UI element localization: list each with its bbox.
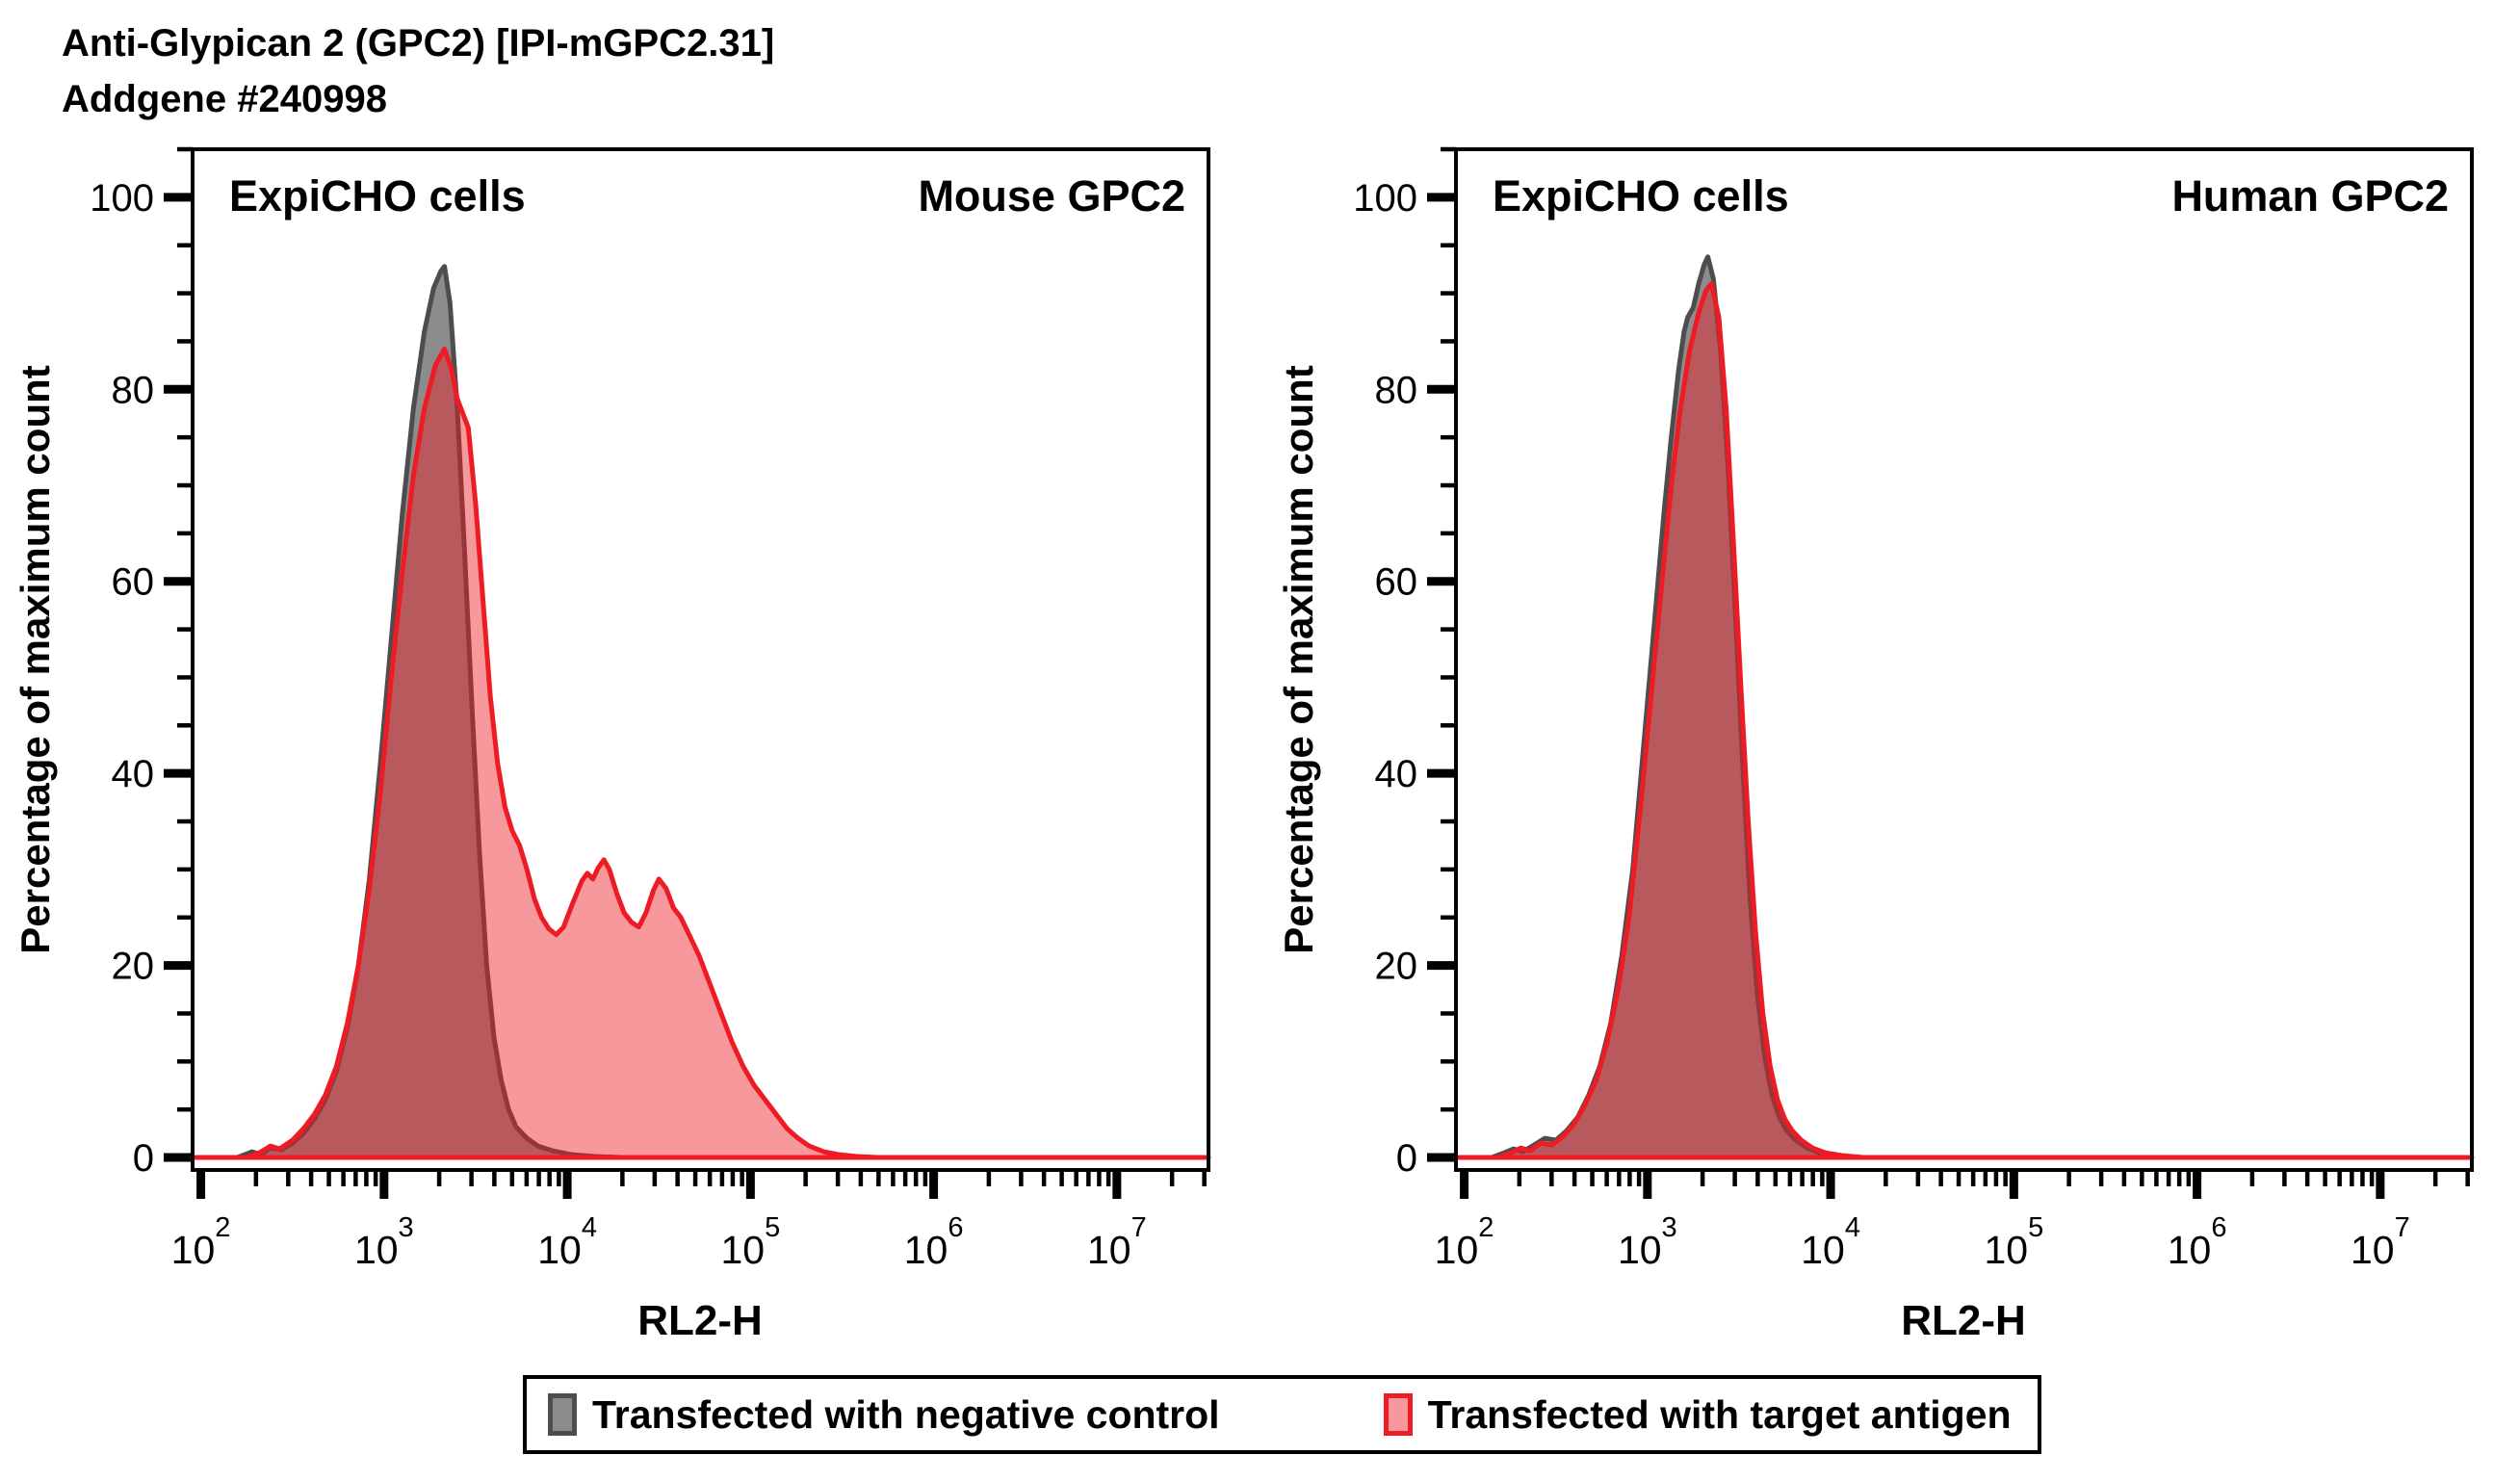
panel-left-cell-label: ExpiCHO cells	[229, 171, 526, 221]
legend-label-target-antigen: Transfected with target antigen	[1427, 1391, 2012, 1437]
histogram-svg-left: 102 103 104 105 106 107 0 20 40 60 80 100	[90, 146, 1211, 1272]
y-tick-label: 20	[1375, 946, 1418, 988]
plot-frame	[1454, 147, 2474, 1172]
x-tick-label: 102	[1435, 1212, 1494, 1272]
figure-title-line2: Addgene #240998	[62, 78, 387, 120]
x-tick-label: 104	[537, 1212, 597, 1272]
panel-right-antigen-label: Human GPC2	[2171, 171, 2449, 221]
x-tick-label: 105	[1984, 1212, 2043, 1272]
y-tick-label: 40	[1375, 753, 1418, 795]
x-tick-label: 106	[2168, 1212, 2227, 1272]
y-tick-label: 40	[112, 753, 155, 795]
legend: Transfected with negative control Transf…	[523, 1375, 2041, 1454]
x-axis-title-right: RL2-H	[1901, 1297, 2026, 1344]
y-tick-label: 100	[90, 177, 154, 220]
y-tick-label: 0	[1396, 1137, 1417, 1180]
negative-control-swatch	[548, 1393, 577, 1436]
target-antigen-swatch	[1383, 1393, 1413, 1436]
y-tick-label: 60	[112, 561, 155, 604]
x-axis-title-left: RL2-H	[637, 1297, 763, 1344]
y-tick-label: 0	[133, 1137, 154, 1180]
x-tick-label: 103	[354, 1212, 414, 1272]
x-tick-label: 103	[1618, 1212, 1677, 1272]
x-tick-label: 107	[1087, 1212, 1147, 1272]
panel-right-cell-label: ExpiCHO cells	[1493, 171, 1789, 221]
x-tick-label: 102	[171, 1212, 231, 1272]
figure-title-line1: Anti-Glypican 2 (GPC2) [IPI-mGPC2.31]	[62, 22, 775, 65]
y-tick-label: 80	[1375, 369, 1418, 411]
x-tick-label: 106	[904, 1212, 964, 1272]
histogram-svg-right: 102 103 104 105 106 107 0 20 40 60 80 100	[1353, 146, 2475, 1272]
figure-title-block: Anti-Glypican 2 (GPC2) [IPI-mGPC2.31] Ad…	[62, 15, 774, 127]
y-tick-label: 60	[1375, 561, 1418, 604]
panel-left-antigen-label: Mouse GPC2	[918, 171, 1185, 221]
x-tick-label: 107	[2351, 1212, 2410, 1272]
y-axis-title-right: Percentage of maximum count	[1276, 365, 1321, 954]
y-axis-title-left: Percentage of maximum count	[13, 365, 58, 954]
legend-label-negative-control: Transfected with negative control	[592, 1391, 1220, 1437]
series-area-transfected-with-negative-control	[1453, 254, 2475, 1160]
x-tick-label: 104	[1801, 1212, 1860, 1272]
y-tick-label: 80	[112, 369, 155, 411]
series-area-transfected-with-target-antigen	[190, 346, 1211, 1160]
x-tick-label: 105	[720, 1212, 780, 1272]
series-area-transfected-with-target-antigen	[1453, 281, 2475, 1160]
series-area-transfected-with-negative-control	[190, 264, 1211, 1160]
y-tick-label: 20	[112, 946, 155, 988]
legend-entry-target-antigen: Transfected with target antigen	[1383, 1391, 2012, 1438]
plot-frame	[191, 147, 1210, 1172]
y-tick-label: 100	[1353, 177, 1417, 220]
legend-entry-negative-control: Transfected with negative control	[548, 1392, 1220, 1438]
